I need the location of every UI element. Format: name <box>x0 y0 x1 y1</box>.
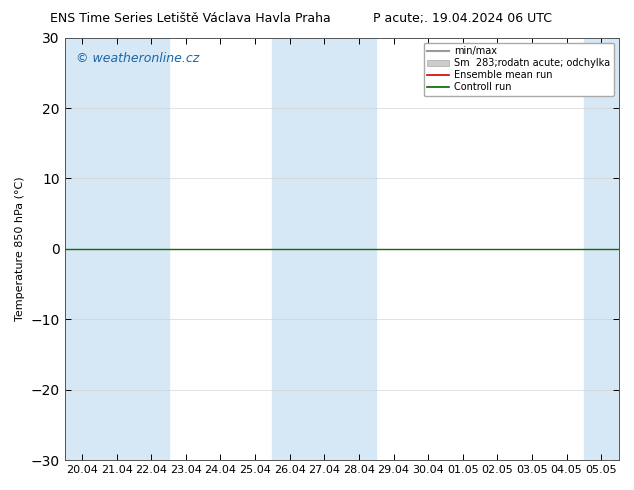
Bar <box>584 38 619 460</box>
Text: © weatheronline.cz: © weatheronline.cz <box>75 52 199 66</box>
Text: P acute;. 19.04.2024 06 UTC: P acute;. 19.04.2024 06 UTC <box>373 12 552 25</box>
Bar <box>307 38 342 460</box>
Bar <box>342 38 376 460</box>
Legend: min/max, Sm  283;rodatn acute; odchylka, Ensemble mean run, Controll run: min/max, Sm 283;rodatn acute; odchylka, … <box>424 43 614 96</box>
Bar <box>100 38 134 460</box>
Bar <box>273 38 307 460</box>
Text: ENS Time Series Letiště Václava Havla Praha: ENS Time Series Letiště Václava Havla Pr… <box>50 12 330 25</box>
Bar <box>65 38 100 460</box>
Y-axis label: Temperature 850 hPa (°C): Temperature 850 hPa (°C) <box>15 176 25 321</box>
Bar <box>134 38 169 460</box>
